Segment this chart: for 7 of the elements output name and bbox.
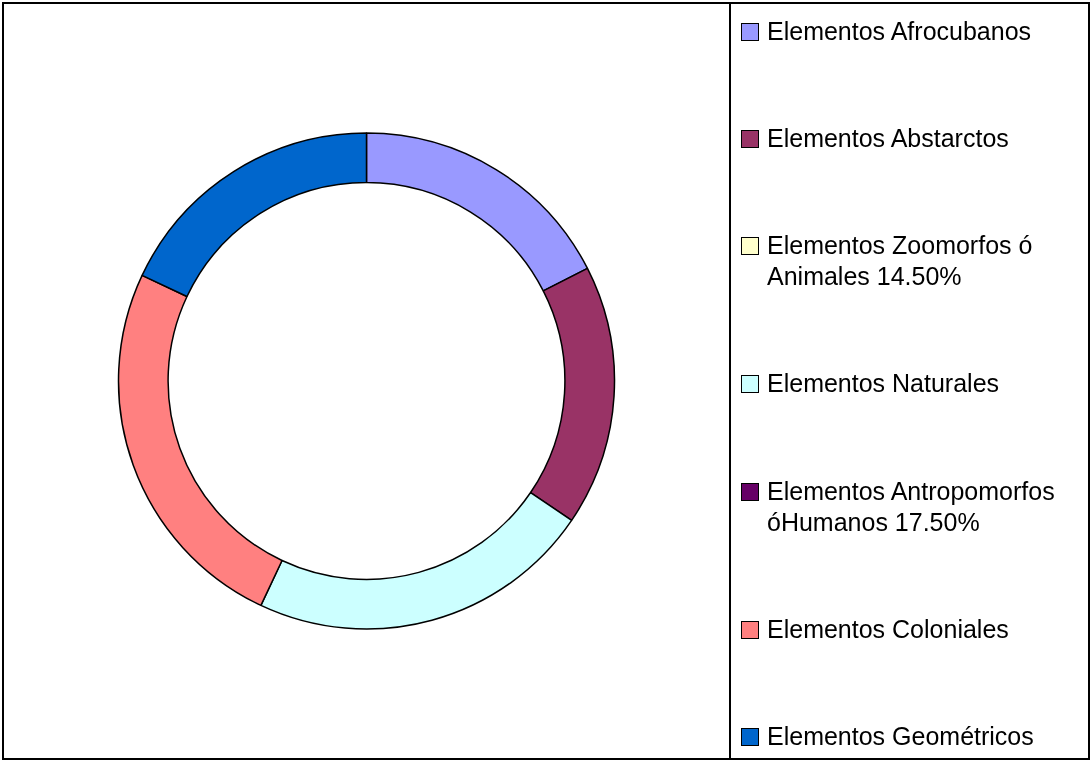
legend-label: Elementos Naturales xyxy=(767,368,1000,400)
legend-label: Elementos Antropomorfos óHumanos 17.50% xyxy=(767,475,1056,538)
legend-label: Elementos Abstarctos xyxy=(767,123,1009,155)
legend-label: Elementos Geométricos xyxy=(767,720,1034,752)
legend-label: Elementos Coloniales xyxy=(767,613,1009,645)
legend-label: Elementos Afrocubanos xyxy=(767,16,1032,47)
legend-label: Elementos Zoomorfos ó Animales 14.50% xyxy=(767,230,1034,293)
